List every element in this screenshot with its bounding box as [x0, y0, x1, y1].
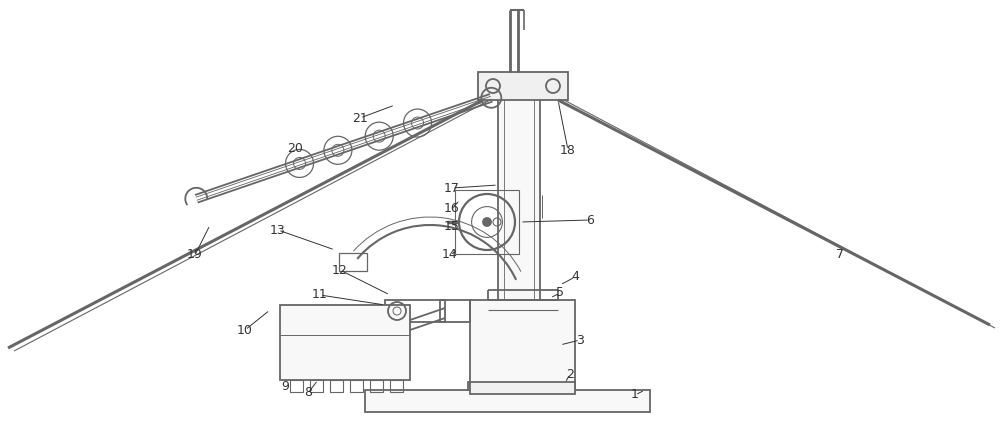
Text: 6: 6: [586, 214, 594, 227]
Polygon shape: [478, 72, 568, 100]
Text: 7: 7: [836, 248, 844, 262]
Polygon shape: [470, 300, 575, 390]
Text: 15: 15: [444, 221, 460, 233]
Text: 8: 8: [304, 387, 312, 399]
Text: 16: 16: [444, 202, 460, 214]
Text: 3: 3: [576, 333, 584, 347]
Polygon shape: [280, 305, 410, 380]
Polygon shape: [470, 382, 575, 394]
Text: 21: 21: [352, 112, 368, 124]
Text: 20: 20: [287, 142, 303, 154]
Polygon shape: [498, 75, 540, 300]
Text: 14: 14: [442, 248, 458, 262]
Text: 17: 17: [444, 181, 460, 194]
Text: 1: 1: [631, 389, 639, 402]
Text: 10: 10: [237, 323, 253, 336]
Text: 9: 9: [281, 380, 289, 393]
Text: 12: 12: [332, 263, 348, 277]
Text: 18: 18: [560, 143, 576, 157]
Text: 13: 13: [270, 224, 286, 236]
Text: 5: 5: [556, 287, 564, 299]
Text: 4: 4: [571, 271, 579, 284]
Text: 2: 2: [566, 368, 574, 381]
Circle shape: [483, 218, 491, 226]
Polygon shape: [540, 382, 552, 390]
Text: 19: 19: [187, 248, 203, 262]
Polygon shape: [365, 390, 650, 412]
Polygon shape: [468, 382, 480, 390]
Text: 11: 11: [312, 288, 328, 302]
